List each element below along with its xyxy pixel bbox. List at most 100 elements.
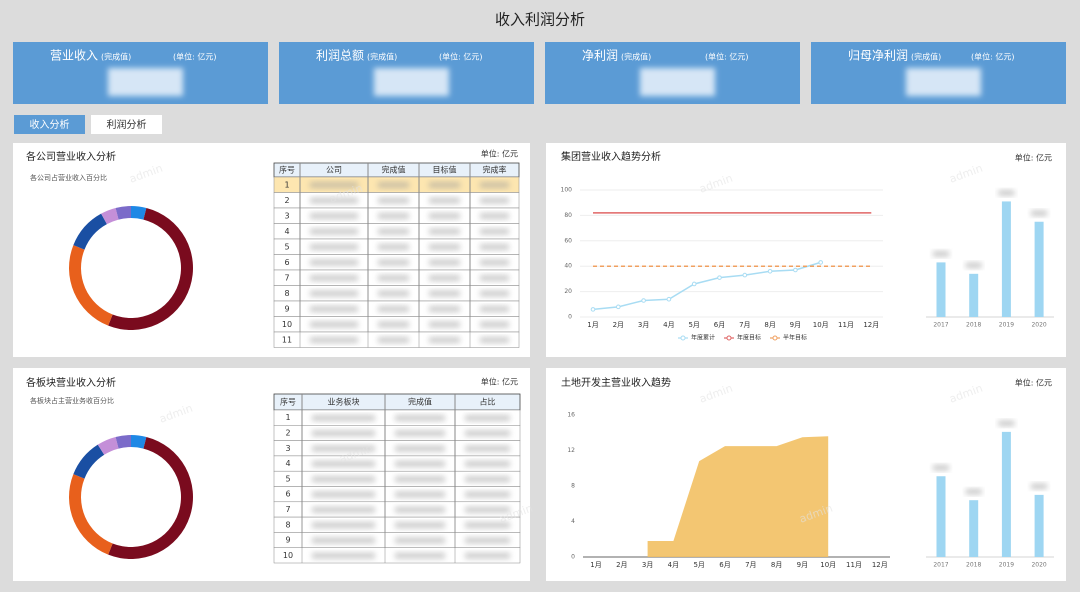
bar: [1001, 201, 1011, 317]
cell-blurred: [480, 306, 509, 312]
cell-blurred: [310, 244, 358, 250]
y-tick-label: 0: [568, 314, 572, 321]
cell-blurred: [465, 537, 510, 544]
kpi-name: 营业收入: [50, 49, 98, 63]
cell-blurred: [310, 228, 358, 235]
tab-label[interactable]: 利润分析: [107, 118, 147, 131]
x-tick-label: 10月: [820, 561, 836, 569]
kpi-name: 归母净利润: [848, 49, 908, 63]
cell-blurred: [429, 259, 460, 266]
point: [818, 260, 824, 265]
kpi-value-blurred: [906, 68, 981, 96]
cell-blurred: [310, 275, 358, 281]
table-header: 公司: [326, 166, 342, 175]
x-tick-label: 11月: [838, 321, 854, 329]
donut-segment: [69, 474, 113, 555]
y-tick-label: 8: [571, 483, 575, 490]
bar: [1001, 431, 1011, 557]
row-number: 6: [284, 258, 289, 267]
legend-label: 年度目标: [737, 334, 761, 342]
cell-blurred: [480, 213, 509, 219]
bar: [1034, 494, 1044, 557]
cell-blurred: [312, 506, 375, 513]
row-number: 3: [285, 444, 290, 453]
point: [590, 307, 596, 312]
unit-label: 单位: 亿元: [481, 377, 518, 387]
cell-blurred: [465, 430, 510, 437]
bar: [936, 476, 946, 557]
tab-active[interactable]: [14, 115, 85, 134]
unit-label: 单位: 亿元: [1015, 153, 1052, 163]
row-number: 9: [285, 536, 290, 545]
donut-segment: [101, 207, 119, 225]
point: [666, 296, 672, 302]
table-header: 序号: [279, 165, 295, 175]
x-tick-label: 2020: [1031, 322, 1046, 329]
cell-blurred: [429, 275, 460, 281]
x-tick-label: 12月: [863, 321, 879, 329]
cell-blurred: [395, 476, 445, 483]
tab-label[interactable]: 收入分析: [30, 118, 70, 131]
row-number: 10: [282, 320, 292, 329]
cell-blurred: [480, 244, 509, 250]
x-tick-label: 2020: [1031, 562, 1046, 569]
kpi-value-blurred: [108, 68, 183, 96]
x-tick-label: 2017: [933, 322, 948, 329]
donut-segment: [115, 206, 131, 220]
point: [641, 298, 646, 303]
cell-blurred: [310, 306, 358, 312]
x-tick-label: 12月: [872, 561, 888, 569]
cell-blurred: [480, 197, 509, 204]
cell-blurred: [310, 182, 358, 188]
donut-segment: [115, 434, 131, 449]
cell-blurred: [465, 552, 510, 559]
chart-subtitle: 各公司占营业收入百分比: [30, 173, 107, 182]
cell-blurred: [395, 445, 445, 452]
area: [647, 436, 829, 557]
row-number: 4: [284, 227, 289, 236]
cell-blurred: [310, 259, 358, 266]
cell-blurred: [480, 321, 509, 328]
row-number: 1: [284, 180, 289, 189]
kpi-unit: (单位: 亿元): [439, 52, 482, 62]
point: [717, 275, 722, 280]
value-label-blurred: [965, 489, 982, 495]
row-number: 3: [284, 211, 289, 220]
y-tick-label: 100: [561, 187, 573, 194]
cell-blurred: [395, 415, 445, 421]
row-number: 10: [283, 551, 293, 560]
point: [616, 304, 621, 310]
x-tick-label: 5月: [693, 561, 704, 569]
cell-blurred: [312, 537, 375, 544]
x-tick-label: 8月: [764, 321, 775, 329]
row-number: 7: [284, 273, 289, 282]
donut-segment: [108, 436, 194, 560]
cell-blurred: [312, 430, 375, 437]
cell-blurred: [312, 522, 375, 529]
table-header: 完成值: [382, 165, 406, 175]
legend-label: 年度累计: [691, 334, 715, 342]
cell-blurred: [378, 182, 409, 188]
unit-label: 单位: 亿元: [1015, 378, 1052, 388]
cell-blurred: [465, 522, 510, 529]
cell-blurred: [378, 213, 409, 219]
cell-blurred: [312, 445, 375, 452]
kpi-value-blurred: [374, 68, 449, 96]
value-label-blurred: [998, 420, 1015, 426]
kpi-name: 利润总额: [316, 49, 364, 63]
y-tick-label: 16: [567, 412, 575, 419]
x-tick-label: 2月: [616, 561, 627, 569]
kpi-unit: (单位: 亿元): [173, 52, 216, 62]
cell-blurred: [480, 259, 509, 266]
chart-title: 土地开发主营业收入趋势: [561, 376, 671, 389]
y-tick-label: 40: [564, 263, 572, 270]
cell-blurred: [480, 337, 509, 343]
y-tick-label: 0: [571, 554, 575, 561]
cell-blurred: [395, 430, 445, 437]
x-tick-label: 1月: [587, 321, 598, 329]
chart-title: 各公司营业收入分析: [26, 150, 116, 163]
cell-blurred: [395, 522, 445, 529]
row-number: 6: [285, 490, 290, 499]
tab[interactable]: [91, 115, 162, 134]
kpi-note: (完成值): [101, 52, 131, 62]
